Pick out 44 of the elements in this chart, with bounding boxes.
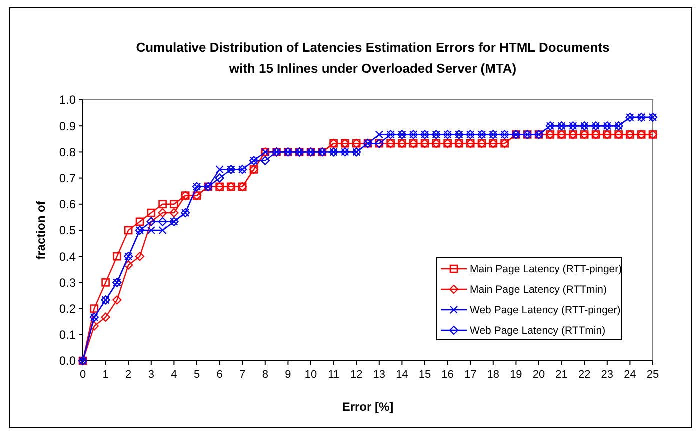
y-tick-label: 0.4 [59,250,76,264]
x-tick-label: 18 [487,369,500,381]
x-tick-label: 8 [262,369,268,381]
x-tick-label: 2 [126,369,132,381]
y-tick-label: 0.6 [59,198,76,212]
x-tick-label: 25 [646,369,660,381]
y-tick-label: 1.0 [59,93,76,108]
x-tick-label: 5 [194,369,200,381]
y-axis-title: fraction of [34,200,48,260]
x-tick-label: 14 [396,369,408,381]
x-tick-label: 6 [216,369,223,381]
legend-label: Web Page Latency (RTTmin) [470,325,606,338]
x-tick-label: 3 [148,369,154,381]
x-tick-label: 4 [171,369,178,381]
y-tick-label: 0.2 [59,302,76,316]
x-tick-label: 7 [240,369,246,381]
x-tick-label: 16 [442,369,454,381]
x-tick-label: 22 [578,369,591,381]
legend-label: Main Page Latency (RTT-pinger) [470,264,622,276]
x-tick-label: 1 [102,369,109,381]
x-tick-label: 11 [328,369,340,381]
y-tick-label: 0.9 [59,119,76,134]
y-tick-label: 0.0 [59,354,76,368]
legend-label: Web Page Latency (RTT-pinger) [470,304,621,317]
x-tick-label: 23 [601,369,614,381]
x-tick-label: 15 [418,369,432,381]
x-tick-label: 20 [532,369,546,381]
y-tick-label: 0.8 [59,145,76,160]
x-tick-label: 21 [556,369,568,381]
y-tick-label: 0.5 [59,224,76,238]
x-tick-label: 0 [80,369,86,381]
chart-title: Cumulative Distribution of Latencies Estimation Errors for HTML Documents with 15 Inlines under Overloaded Server (MTA) [136,40,610,76]
legend-label: Main Page Latency (RTTmin) [470,284,607,296]
x-tick-label: 9 [285,369,292,381]
x-tick-label: 13 [373,369,386,381]
x-tick-label: 17 [464,369,477,381]
x-tick-label: 24 [624,369,636,381]
y-tick-label: 0.1 [59,328,76,342]
x-tick-label: 12 [350,369,363,381]
y-tick-label: 0.7 [59,172,76,186]
x-tick-label: 19 [510,369,522,381]
x-axis-title: Error [%] [342,400,394,414]
x-tick-label: 10 [304,369,318,381]
y-tick-label: 0.3 [59,276,76,290]
